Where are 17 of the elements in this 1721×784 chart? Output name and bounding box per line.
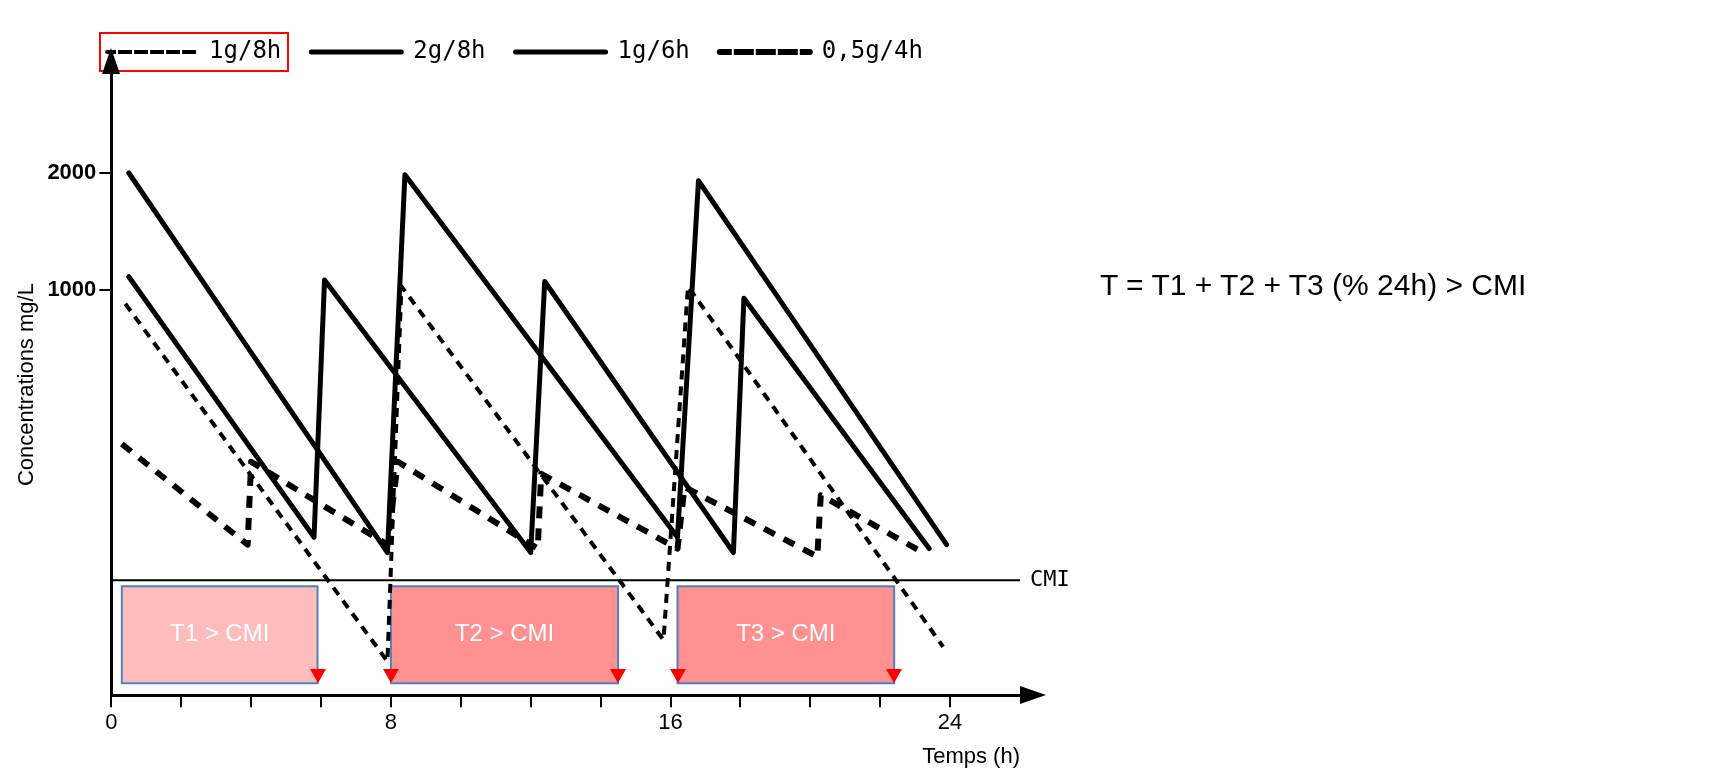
band-label: T2 > CMI [454, 619, 555, 647]
ref-line-label: CMI [1030, 566, 1070, 592]
legend-label: 2g/8h [413, 36, 486, 65]
x-tick-label: 0 [105, 709, 118, 735]
band-label: T1 > CMI [170, 619, 270, 647]
band-label: T3 > CMI [736, 619, 836, 647]
legend-label: 1g/8h [209, 36, 282, 65]
y-tick-label: 1000 [47, 275, 97, 301]
legend-label: 0,5g/4h [821, 36, 923, 65]
x-tick-label: 24 [937, 709, 963, 735]
text: T = T1 + T2 + T3 (% 24h) > CMI [1100, 268, 1527, 302]
x-tick-label: 8 [384, 709, 398, 735]
y-axis-title: Concentrations mg/L [13, 283, 39, 487]
x-axis-title: Temps (h) [922, 742, 1020, 768]
y-tick-label: 2000 [47, 159, 97, 185]
legend-label: 1g/6h [617, 36, 690, 65]
x-tick-label: 16 [658, 709, 683, 735]
